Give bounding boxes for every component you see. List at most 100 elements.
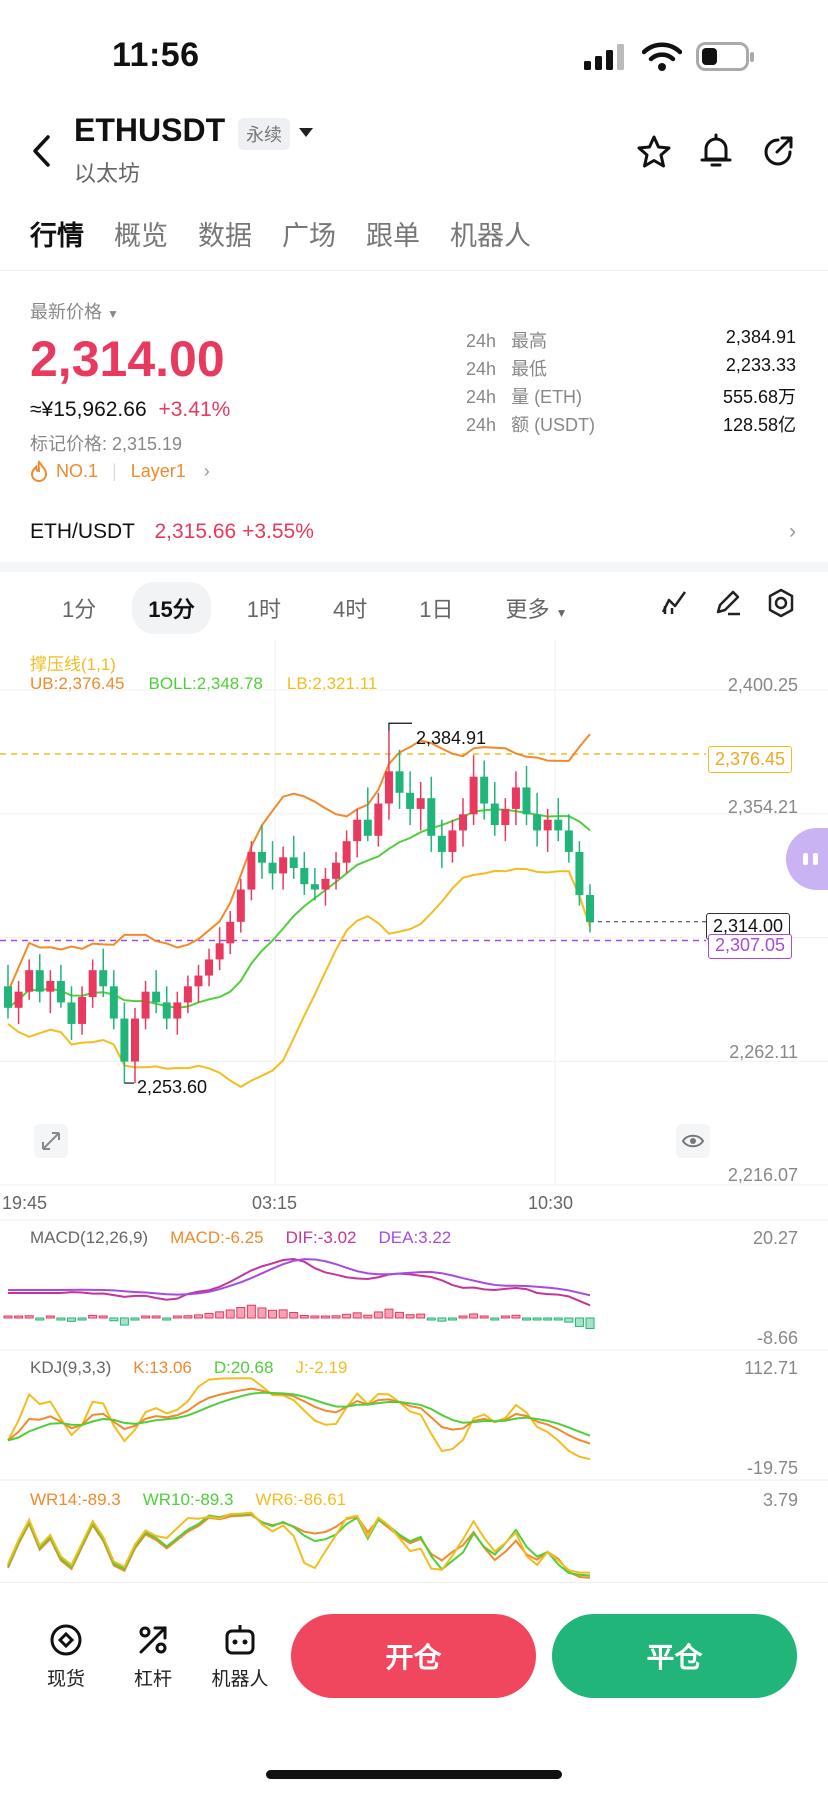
macd-bar <box>585 1317 595 1329</box>
tab-copy[interactable]: 跟单 <box>366 221 420 251</box>
candle-body <box>56 980 65 1003</box>
candle <box>363 787 372 842</box>
caret-down-icon[interactable] <box>298 126 314 138</box>
price-axis-label: 2,262.11 <box>729 1042 798 1062</box>
candle-body <box>289 857 298 869</box>
macd-bar <box>162 1317 172 1321</box>
candle <box>14 980 23 1024</box>
home-indicator[interactable] <box>266 1770 562 1779</box>
divider <box>0 270 828 271</box>
candle-body <box>257 851 266 863</box>
candle-body <box>183 986 192 1003</box>
time-axis-label: 19:45 <box>2 1193 48 1213</box>
share-icon[interactable] <box>760 134 796 170</box>
candle-body <box>109 986 118 1019</box>
kdj-min: -19.75 <box>746 1458 798 1478</box>
tf-1h[interactable]: 1时 <box>246 597 281 622</box>
nav-spot[interactable]: 现货 <box>26 1622 106 1691</box>
tf-4h[interactable]: 4时 <box>332 597 368 622</box>
macd-panel <box>3 1258 595 1329</box>
indicator-icon[interactable] <box>660 588 688 616</box>
candle-body <box>130 1018 139 1062</box>
candle-body <box>35 970 44 992</box>
visibility-button[interactable] <box>676 1124 710 1158</box>
tf-more[interactable]: 更多 ▼ <box>505 597 568 622</box>
candle <box>511 771 520 826</box>
stat-volume: 24h 量 (ETH) 555.68万 <box>466 387 796 407</box>
floating-assistant-button[interactable] <box>786 828 828 890</box>
tf-1m[interactable]: 1分 <box>62 597 97 622</box>
macd-bar <box>193 1314 203 1319</box>
candle <box>4 964 12 1019</box>
candle <box>480 760 489 820</box>
candle <box>384 731 393 820</box>
candle-body <box>99 970 108 987</box>
draw-icon[interactable] <box>714 588 742 616</box>
settings-icon[interactable] <box>766 588 796 618</box>
last-price-label[interactable]: 最新价格 ▼ <box>30 302 119 322</box>
candle <box>395 749 404 809</box>
macd-bar <box>574 1317 584 1327</box>
candle-body <box>141 991 150 1019</box>
macd-bar <box>479 1315 489 1319</box>
star-icon[interactable] <box>636 134 672 170</box>
candle-body <box>321 878 330 890</box>
nav-leverage[interactable]: 杠杆 <box>113 1622 193 1691</box>
candle-body <box>88 970 97 998</box>
candle-body <box>152 991 161 1003</box>
candle <box>459 798 468 847</box>
close-position-button[interactable]: 平仓 <box>552 1614 797 1698</box>
tab-bot[interactable]: 机器人 <box>450 221 531 251</box>
candle-body <box>554 819 563 831</box>
candle <box>25 959 34 1000</box>
bell-icon[interactable] <box>698 132 734 170</box>
candle <box>522 765 531 826</box>
candle <box>469 755 478 826</box>
candle <box>332 851 341 890</box>
high-marker: 2,384.91 <box>416 728 487 748</box>
macd-bar <box>3 1315 13 1319</box>
tf-15m[interactable]: 15分 <box>132 582 211 634</box>
candle-body <box>332 862 341 879</box>
kdj-k-line <box>7 1387 591 1445</box>
macd-bar <box>405 1314 415 1319</box>
candle-body <box>342 841 351 863</box>
stat-high: 24h 最高 2,384.91 <box>466 327 796 351</box>
macd-bar <box>77 1317 87 1321</box>
candle-body <box>363 819 372 836</box>
dif-line <box>8 1258 591 1307</box>
spot-row[interactable]: ETH/USDT 2,315.66 +3.55% › <box>30 520 796 544</box>
macd-bar <box>490 1317 500 1321</box>
tf-1d[interactable]: 1日 <box>419 597 454 622</box>
macd-bar <box>447 1317 457 1321</box>
open-position-button[interactable]: 开仓 <box>291 1614 536 1698</box>
candle <box>99 948 108 998</box>
battery-icon <box>696 42 754 71</box>
candle-body <box>469 776 478 815</box>
tab-market[interactable]: 行情 <box>30 221 84 251</box>
macd-bar <box>564 1317 574 1323</box>
fullscreen-button[interactable] <box>34 1124 68 1158</box>
robot-icon <box>225 1625 255 1655</box>
spot-icon <box>50 1624 82 1656</box>
nav-bot[interactable]: 机器人 <box>200 1622 280 1691</box>
tab-square[interactable]: 广场 <box>282 221 336 251</box>
rank-row[interactable]: NO.1 | Layer1 › <box>30 460 210 482</box>
candle-body <box>586 894 594 922</box>
macd-bar <box>246 1304 256 1319</box>
back-icon[interactable] <box>30 134 54 168</box>
macd-bar <box>88 1314 98 1319</box>
candle-body <box>268 862 277 874</box>
candle <box>56 964 65 1008</box>
candle <box>141 980 150 1030</box>
timeframe-bar: 1分 15分 1时 4时 1日 更多 ▼ <box>46 582 584 634</box>
tab-data[interactable]: 数据 <box>198 221 252 251</box>
macd-bar <box>543 1317 553 1321</box>
candle <box>448 819 457 863</box>
chart-grid <box>0 640 828 1481</box>
symbol-title[interactable]: ETHUSDT <box>74 112 226 148</box>
macd-min: -8.66 <box>756 1328 798 1348</box>
macd-bar <box>66 1317 76 1322</box>
tab-overview[interactable]: 概览 <box>114 221 168 251</box>
candle <box>35 954 44 1003</box>
